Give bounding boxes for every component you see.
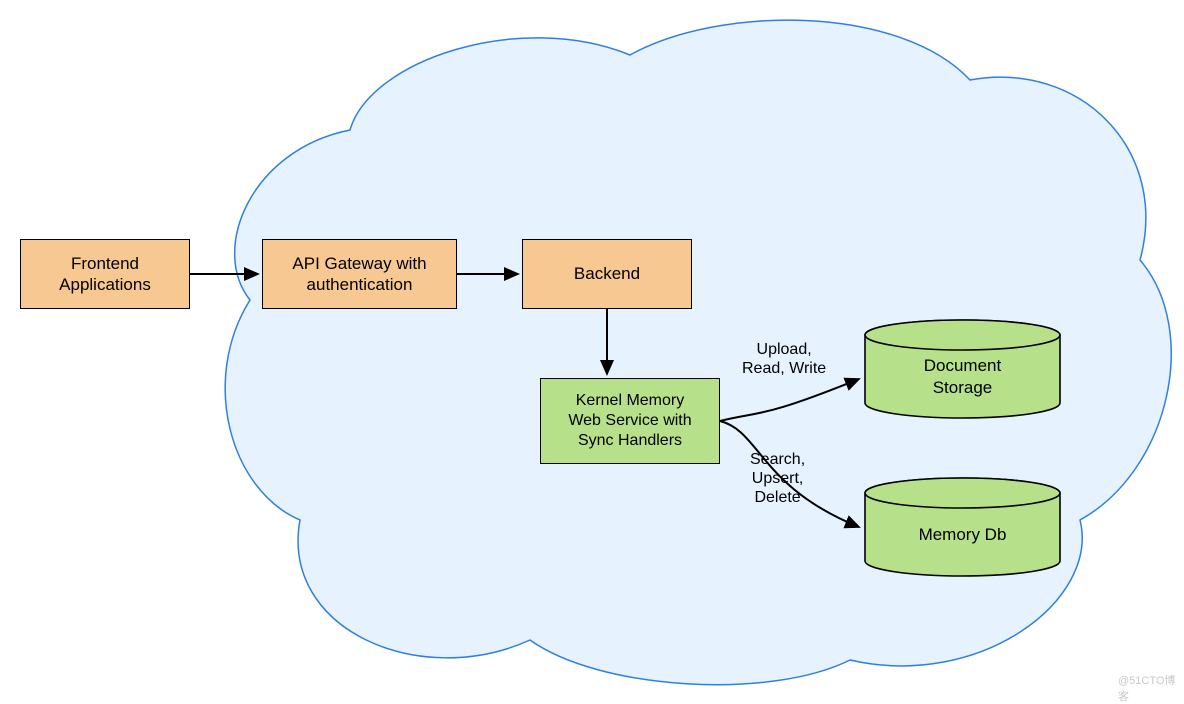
kmem-box: Kernel Memory Web Service with Sync Hand… [540, 378, 720, 464]
backend-label: Backend [574, 263, 640, 284]
kmem-label: Kernel Memory Web Service with Sync Hand… [568, 391, 691, 451]
arrow-layer [0, 0, 1184, 688]
frontend-box: Frontend Applications [20, 239, 190, 309]
cylinder-layer [0, 0, 1184, 688]
frontend-label: Frontend Applications [59, 253, 151, 296]
cloud-layer [0, 0, 1184, 688]
cloud-shape [225, 20, 1171, 685]
gateway-box: API Gateway with authentication [262, 239, 457, 309]
memdb-cylinder [865, 478, 1060, 576]
docstore-label-box: Document Storage [865, 335, 1060, 418]
memdb-label: Memory Db [919, 524, 1007, 545]
docstore-cylinder [865, 320, 1060, 418]
backend-box: Backend [522, 239, 692, 309]
docstore-label: Document Storage [924, 355, 1001, 398]
edge-label-memdb: Search, Upsert, Delete [750, 450, 805, 508]
edge-label-docstore: Upload, Read, Write [742, 340, 826, 378]
memdb-label-box: Memory Db [865, 493, 1060, 576]
gateway-label: API Gateway with authentication [292, 253, 426, 296]
watermark-text: @51CTO博客 [1118, 675, 1175, 703]
watermark: @51CTO博客 [1118, 672, 1184, 704]
